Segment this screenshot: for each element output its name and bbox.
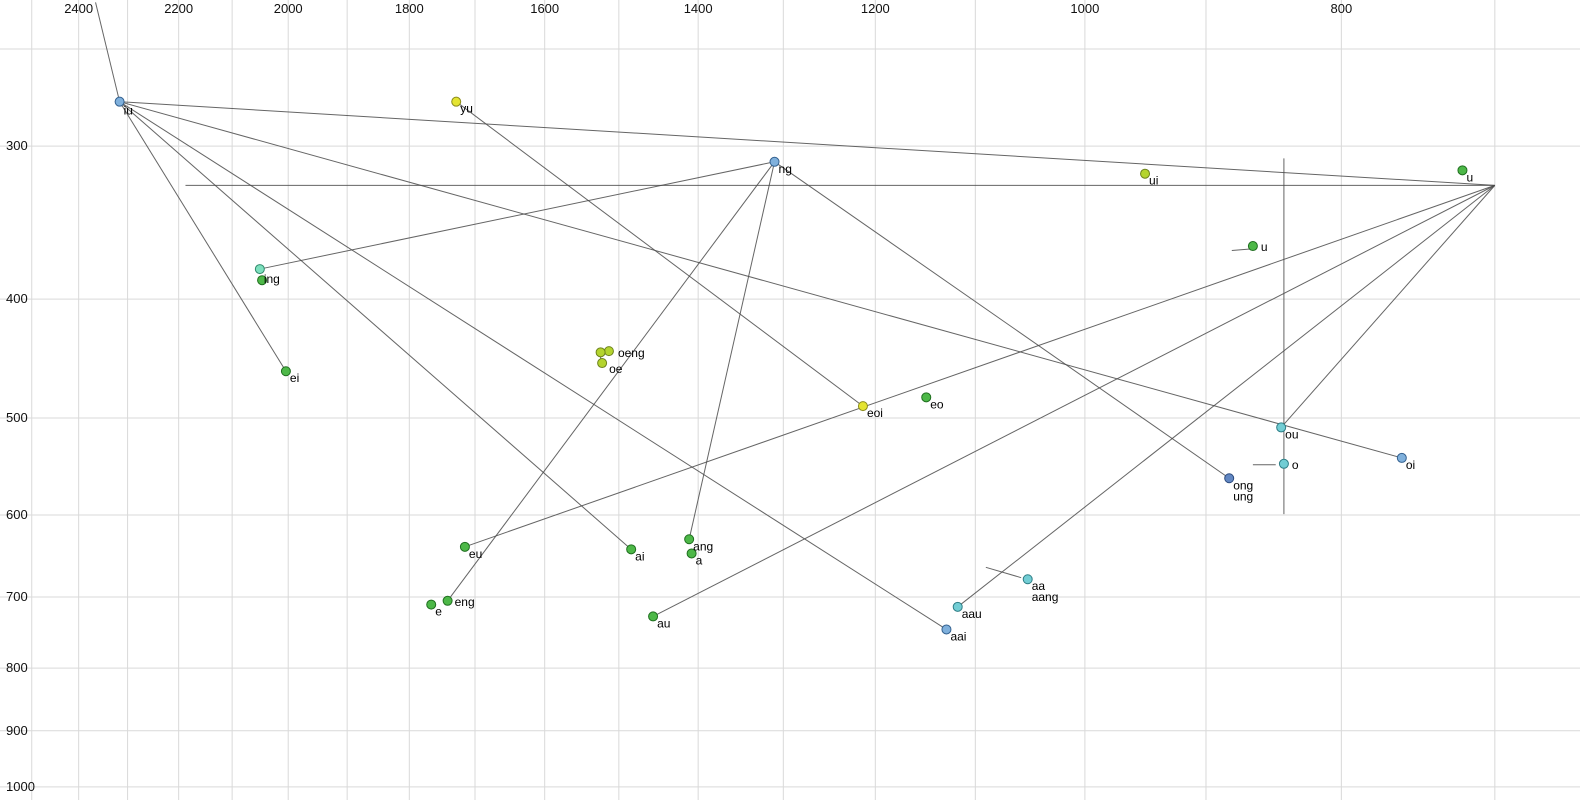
data-point-ei[interactable] [280, 366, 291, 377]
data-point-aau[interactable] [952, 601, 963, 612]
data-point-u[interactable] [1457, 165, 1468, 176]
trajectory-line [1280, 185, 1496, 428]
data-point-eo[interactable] [921, 392, 932, 403]
point-label-aang: aang [1032, 590, 1059, 604]
point-label-eoi: eoi [867, 406, 883, 420]
data-point[interactable] [595, 347, 606, 358]
x-axis-tick-label: 1200 [861, 1, 890, 16]
data-point-ing[interactable] [254, 264, 265, 275]
y-axis-tick-label: 900 [6, 723, 28, 738]
point-label-ui: ui [1149, 174, 1158, 188]
point-label-ng: ng [779, 162, 792, 176]
point-label-o: o [1292, 458, 1299, 472]
point-label-iu: iu [124, 104, 133, 118]
trajectory-line [95, 2, 121, 102]
data-point-oi[interactable] [1396, 452, 1407, 463]
trajectory-line [455, 101, 864, 407]
y-axis-tick-label: 400 [6, 291, 28, 306]
data-point-oe[interactable] [597, 358, 608, 369]
y-axis-tick-label: 300 [6, 138, 28, 153]
point-label-oeng: oeng [618, 346, 645, 360]
y-axis-tick-label: 600 [6, 507, 28, 522]
point-label-oe: oe [609, 362, 623, 376]
x-axis-tick-label: 2400 [64, 1, 93, 16]
point-label-eo: eo [930, 397, 944, 411]
data-point-eoi[interactable] [857, 401, 868, 412]
data-point-ai[interactable] [626, 544, 637, 555]
data-point-ang[interactable] [684, 534, 695, 545]
data-point-yu[interactable] [451, 96, 462, 107]
point-label-e: e [435, 605, 442, 619]
trajectory-line [464, 184, 1495, 548]
trajectory-line [1231, 248, 1251, 251]
trajectory-line [119, 101, 1495, 186]
x-axis-tick-label: 2200 [164, 1, 193, 16]
data-point-u[interactable] [1247, 241, 1258, 252]
trajectory-line [774, 161, 1230, 479]
data-point-e[interactable] [426, 599, 437, 610]
data-point-iu[interactable] [114, 96, 125, 107]
x-axis-tick-label: 1800 [395, 1, 424, 16]
point-label-au: au [657, 616, 670, 630]
trajectory-line [688, 161, 776, 540]
data-point-ui[interactable] [1140, 168, 1151, 179]
y-axis-tick-label: 700 [6, 589, 28, 604]
trajectory-line [652, 184, 1496, 617]
data-point-au[interactable] [648, 611, 659, 622]
point-label-u: u [1261, 240, 1268, 254]
x-axis-tick-label: 800 [1330, 1, 1352, 16]
data-point-o[interactable] [1278, 458, 1289, 469]
data-point-a[interactable] [686, 548, 697, 559]
trajectory-line [119, 101, 287, 372]
point-label-ong: ong [1233, 478, 1253, 492]
y-axis-tick-label: 800 [6, 660, 28, 675]
data-point[interactable] [257, 275, 268, 286]
y-axis-tick-label: 500 [6, 410, 28, 425]
data-point-eng[interactable] [442, 595, 453, 606]
point-label-ing: ing [264, 272, 280, 286]
point-label-aau: aau [962, 607, 982, 621]
y-axis-tick-label: 1000 [6, 779, 35, 794]
point-label-aai: aai [950, 629, 966, 643]
point-label-a: a [696, 553, 703, 567]
trajectory-line [119, 101, 947, 630]
x-axis-tick-label: 1600 [530, 1, 559, 16]
data-point-eu[interactable] [459, 541, 470, 552]
point-label-ou: ou [1285, 427, 1298, 441]
data-point-ng[interactable] [769, 156, 780, 167]
trajectory-line [119, 101, 1402, 459]
data-point-ong[interactable] [1224, 473, 1235, 484]
trajectory-line [447, 161, 775, 602]
point-label-yu: yu [460, 102, 473, 116]
trajectory-line [985, 566, 1022, 579]
point-label-eng: eng [455, 595, 475, 609]
point-label-ang: ang [693, 539, 713, 553]
point-label-ung: ung [1233, 489, 1253, 503]
point-label-eu: eu [469, 547, 482, 561]
point-label-u: u [1466, 170, 1473, 184]
x-axis-tick-label: 1000 [1070, 1, 1099, 16]
trajectory-line [119, 101, 632, 550]
data-point-aa[interactable] [1022, 574, 1033, 585]
x-axis-tick-label: 1400 [684, 1, 713, 16]
trajectory-line [259, 161, 775, 270]
point-label-ai: ai [635, 549, 644, 563]
point-label-aa: aa [1032, 579, 1046, 593]
point-label-ei: ei [290, 371, 299, 385]
data-point-aai[interactable] [941, 624, 952, 635]
trajectory-line [957, 184, 1496, 608]
point-label-oi: oi [1406, 458, 1415, 472]
data-point-oeng[interactable] [603, 346, 614, 357]
data-point-ou[interactable] [1276, 422, 1287, 433]
x-axis-tick-label: 2000 [274, 1, 303, 16]
